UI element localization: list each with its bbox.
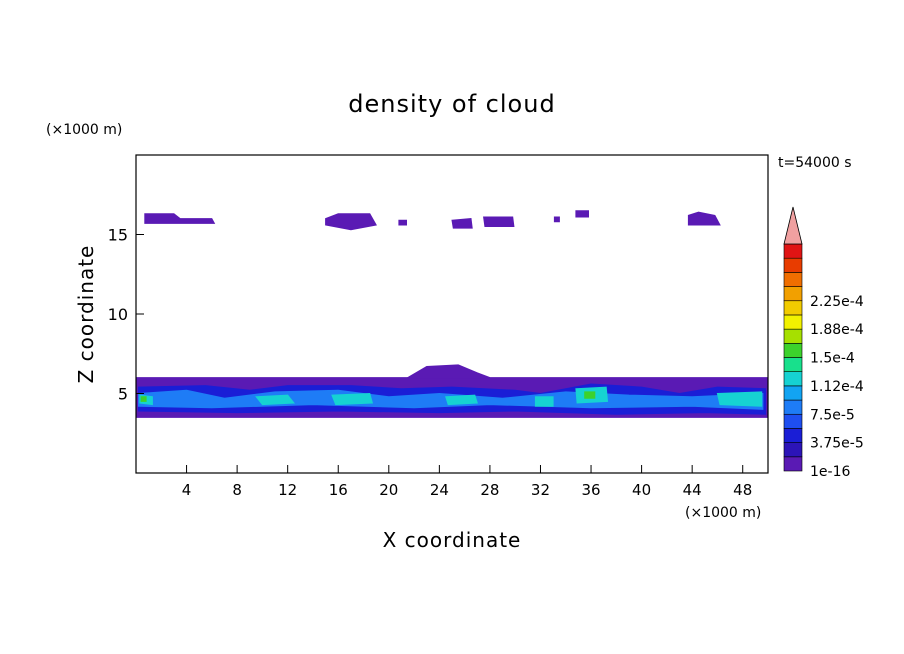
colorbar-swatch-3 <box>783 413 803 429</box>
x-tick-label-44: 44 <box>683 481 702 499</box>
chart-title: density of cloud <box>348 90 555 118</box>
colorbar-swatch-11 <box>783 300 803 316</box>
y-tick-label-15: 15 <box>108 226 128 245</box>
x-unit-label: (×1000 m) <box>685 505 761 521</box>
colorbar-swatch-13 <box>783 272 803 287</box>
colorbar-swatch-6 <box>783 371 803 387</box>
x-tick-label-16: 16 <box>329 481 348 499</box>
x-tick-label-20: 20 <box>379 481 398 499</box>
colorbar-label-0: 1e-16 <box>810 464 850 480</box>
colorbar-swatch-1 <box>783 442 803 458</box>
contour-region-18 <box>553 216 560 223</box>
y-tick-label-5: 5 <box>118 385 128 404</box>
x-tick-label-24: 24 <box>430 481 449 499</box>
contour-region-6 <box>331 392 374 406</box>
colorbar-swatch-0 <box>783 456 803 472</box>
contour-region-20 <box>687 211 721 226</box>
colorbar-extend-arrow <box>783 206 803 245</box>
x-tick-label-32: 32 <box>531 481 550 499</box>
contour-region-11 <box>584 391 596 399</box>
contour-region-15 <box>398 219 407 226</box>
contour-region-14 <box>325 213 377 231</box>
colorbar-label-2: 7.5e-5 <box>810 407 855 423</box>
colorbar-swatch-9 <box>783 328 803 344</box>
colorbar-label-4: 1.5e-4 <box>810 351 855 367</box>
x-tick-label-40: 40 <box>632 481 651 499</box>
x-tick-label-4: 4 <box>182 481 192 499</box>
colorbar-swatch-7 <box>783 357 803 372</box>
x-axis-label: X coordinate <box>383 528 522 552</box>
y-tick-label-10: 10 <box>108 305 128 324</box>
colorbar-label-5: 1.88e-4 <box>810 322 864 338</box>
contour-region-10 <box>716 391 763 407</box>
colorbar-swatch-2 <box>783 428 803 443</box>
colorbar-label-1: 3.75e-5 <box>810 436 864 452</box>
contour-region-5 <box>255 394 295 406</box>
contour-region-17 <box>483 216 515 227</box>
x-tick-label-28: 28 <box>480 481 499 499</box>
y-axis-ticks: 5 10 15 <box>108 226 144 404</box>
plot-frame <box>135 154 769 474</box>
x-tick-label-12: 12 <box>278 481 297 499</box>
colorbar-swatch-5 <box>783 385 803 401</box>
contour-region-12 <box>140 396 147 402</box>
colorbar-swatch-14 <box>783 257 803 273</box>
y-axis-label: Z coordinate <box>74 245 98 384</box>
colorbar-label-6: 2.25e-4 <box>810 294 864 310</box>
colorbar-swatch-4 <box>783 399 803 415</box>
x-axis-ticks: 4 8 12 16 20 24 28 32 36 40 44 48 <box>182 465 752 499</box>
colorbar-label-3: 1.12e-4 <box>810 379 864 395</box>
contour-region-16 <box>451 218 473 229</box>
time-label: t=54000 s <box>778 155 852 171</box>
density-contours <box>136 210 768 418</box>
colorbar: 1e-16 3.75e-5 7.5e-5 1.12e-4 1.5e-4 1.88e-4 2.… <box>783 206 864 480</box>
colorbar-swatch-8 <box>783 343 803 358</box>
x-tick-label-48: 48 <box>733 481 752 499</box>
contour-region-8 <box>534 396 554 407</box>
contour-region-1 <box>405 364 491 379</box>
contour-region-13 <box>144 213 216 224</box>
x-tick-label-36: 36 <box>581 481 600 499</box>
x-tick-label-8: 8 <box>232 481 242 499</box>
colorbar-swatch-15 <box>783 243 803 259</box>
y-unit-label: (×1000 m) <box>46 122 122 138</box>
colorbar-swatch-10 <box>783 314 803 330</box>
contour-region-7 <box>445 394 478 406</box>
contour-region-19 <box>575 210 589 218</box>
colorbar-swatch-12 <box>783 286 803 302</box>
